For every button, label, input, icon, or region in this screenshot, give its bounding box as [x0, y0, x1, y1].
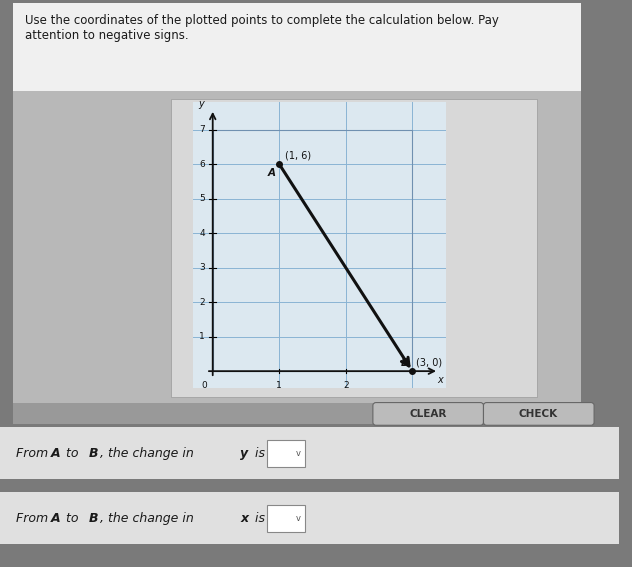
- Text: 2: 2: [343, 381, 349, 390]
- Text: 7: 7: [199, 125, 205, 134]
- FancyBboxPatch shape: [373, 403, 483, 425]
- FancyBboxPatch shape: [267, 505, 305, 532]
- Text: CLEAR: CLEAR: [409, 409, 447, 419]
- Text: From: From: [16, 447, 52, 459]
- Text: 3: 3: [199, 263, 205, 272]
- Text: 2: 2: [199, 298, 205, 307]
- Text: v: v: [296, 514, 301, 523]
- FancyBboxPatch shape: [483, 403, 594, 425]
- Text: x: x: [240, 512, 248, 524]
- Text: is: is: [251, 447, 265, 459]
- Text: v: v: [296, 448, 301, 458]
- Text: Use the coordinates of the plotted points to complete the calculation below. Pay: Use the coordinates of the plotted point…: [25, 14, 499, 42]
- Text: 1: 1: [199, 332, 205, 341]
- Bar: [0, 427, 619, 479]
- Text: A: A: [51, 512, 60, 524]
- Text: 1: 1: [276, 381, 282, 390]
- Text: 6: 6: [199, 160, 205, 168]
- Bar: [13, 3, 581, 91]
- Text: x: x: [437, 375, 443, 385]
- Text: B: B: [401, 358, 409, 368]
- Text: 0: 0: [202, 382, 207, 391]
- Text: , the change in: , the change in: [100, 447, 198, 459]
- Text: to: to: [62, 512, 82, 524]
- Text: B: B: [88, 447, 98, 459]
- FancyBboxPatch shape: [267, 440, 305, 467]
- Text: B: B: [88, 512, 98, 524]
- Text: (3, 0): (3, 0): [416, 358, 442, 368]
- Text: (1, 6): (1, 6): [284, 151, 311, 161]
- Bar: [213, 130, 412, 371]
- Text: y: y: [198, 99, 204, 109]
- Text: is: is: [251, 512, 265, 524]
- Text: , the change in: , the change in: [100, 512, 198, 524]
- Text: to: to: [62, 447, 82, 459]
- Text: 5: 5: [199, 194, 205, 203]
- Text: CHECK: CHECK: [519, 409, 558, 419]
- Text: y: y: [240, 447, 248, 459]
- Text: A: A: [51, 447, 60, 459]
- Bar: [13, 91, 581, 405]
- Text: 4: 4: [199, 229, 205, 238]
- Bar: [0, 492, 619, 544]
- Bar: [13, 403, 581, 424]
- Text: A: A: [268, 168, 276, 178]
- Bar: [171, 99, 537, 397]
- Text: From: From: [16, 512, 52, 524]
